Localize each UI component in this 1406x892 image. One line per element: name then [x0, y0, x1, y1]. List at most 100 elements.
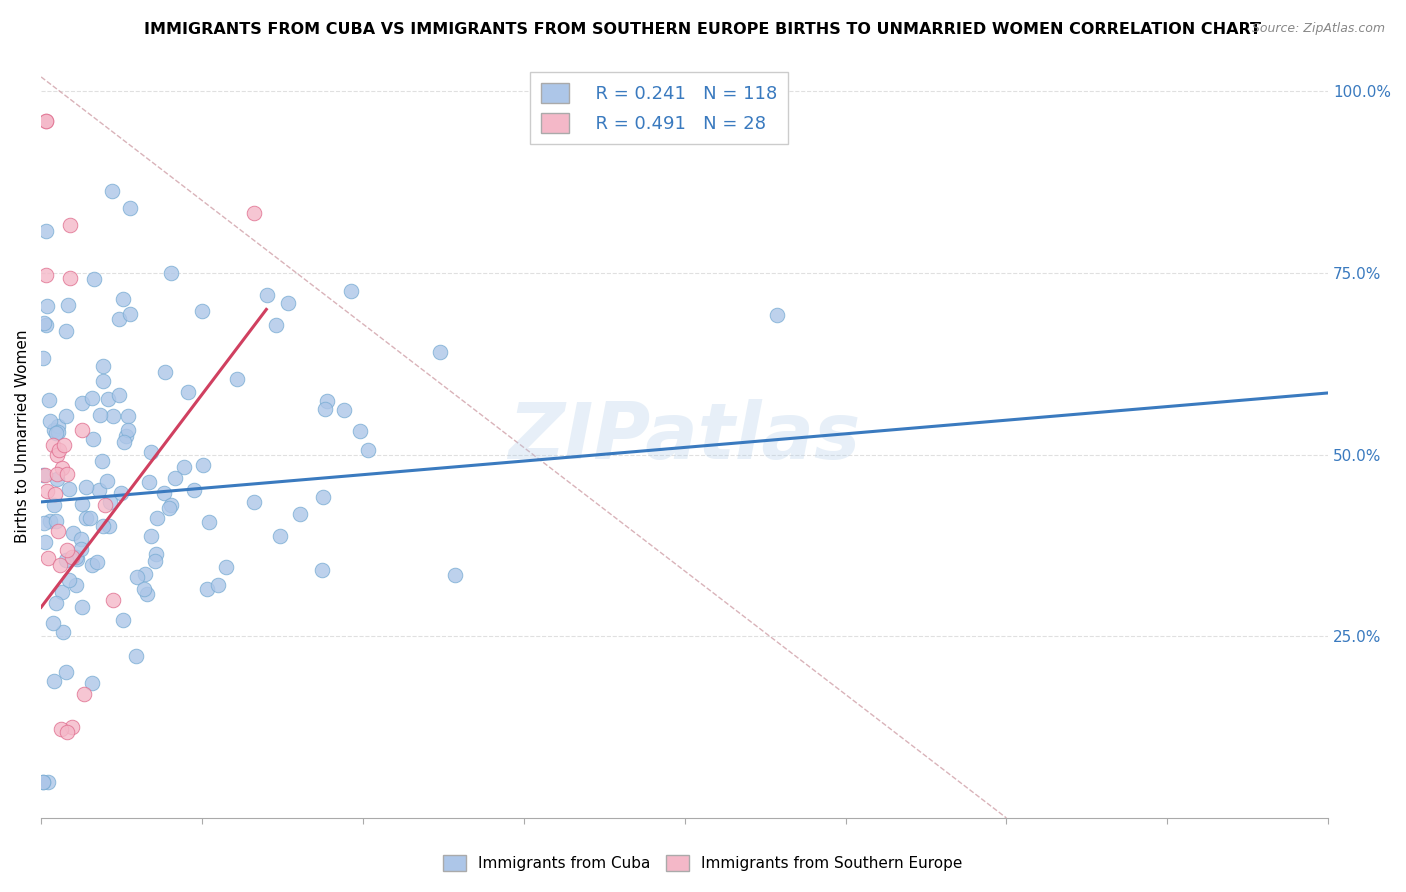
Point	[34, 224, 56, 238]
Legend:   R = 0.241   N = 118,   R = 0.491   N = 28: R = 0.241 N = 118, R = 0.491 N = 28	[530, 71, 787, 145]
Point	[70, 423, 93, 437]
Point	[277, 296, 299, 310]
Point	[44, 423, 66, 437]
Point	[94, 498, 117, 512]
Point	[56, 724, 79, 739]
Point	[145, 547, 167, 561]
Point	[195, 582, 218, 597]
Point	[34, 268, 56, 282]
Point	[60, 720, 83, 734]
Point	[34, 468, 56, 483]
Point	[165, 471, 187, 485]
Point	[49, 558, 72, 572]
Point	[117, 409, 139, 424]
Point	[44, 487, 66, 501]
Point	[62, 525, 84, 540]
Point	[311, 563, 333, 577]
Point	[138, 475, 160, 489]
Point	[120, 201, 142, 215]
Point	[120, 307, 142, 321]
Point	[193, 458, 215, 473]
Point	[70, 600, 93, 615]
Point	[31, 351, 53, 365]
Point	[65, 550, 87, 565]
Point	[45, 596, 67, 610]
Point	[333, 402, 356, 417]
Point	[60, 549, 83, 564]
Point	[349, 424, 371, 438]
Point	[66, 552, 89, 566]
Point	[42, 673, 65, 688]
Point	[51, 461, 73, 475]
Point	[72, 687, 94, 701]
Point	[82, 432, 104, 446]
Point	[110, 485, 132, 500]
Point	[269, 529, 291, 543]
Point	[59, 218, 82, 232]
Point	[91, 518, 114, 533]
Point	[70, 497, 93, 511]
Point	[143, 554, 166, 568]
Point	[111, 293, 134, 307]
Y-axis label: Births to Unmarried Women: Births to Unmarried Women	[15, 330, 30, 543]
Point	[52, 625, 75, 640]
Point	[55, 553, 77, 567]
Point	[160, 499, 183, 513]
Point	[70, 532, 93, 546]
Point	[45, 425, 67, 440]
Point	[75, 511, 97, 525]
Point	[100, 494, 122, 508]
Point	[108, 312, 131, 326]
Point	[312, 491, 335, 505]
Point	[39, 414, 62, 428]
Point	[69, 541, 91, 556]
Point	[32, 316, 55, 330]
Point	[37, 774, 59, 789]
Point	[79, 511, 101, 525]
Point	[112, 435, 135, 450]
Point	[37, 550, 59, 565]
Point	[51, 723, 73, 737]
Point	[35, 318, 58, 332]
Point	[103, 409, 125, 423]
Point	[80, 391, 103, 405]
Point	[41, 438, 63, 452]
Point	[191, 303, 214, 318]
Point	[58, 483, 80, 497]
Point	[37, 484, 59, 499]
Point	[198, 515, 221, 529]
Point	[38, 392, 60, 407]
Point	[176, 384, 198, 399]
Point	[82, 558, 104, 573]
Point	[157, 501, 180, 516]
Point	[242, 205, 264, 219]
Point	[225, 372, 247, 386]
Point	[103, 593, 125, 607]
Point	[108, 388, 131, 402]
Point	[134, 567, 156, 582]
Point	[153, 486, 176, 500]
Point	[58, 573, 80, 587]
Point	[139, 445, 162, 459]
Text: Source: ZipAtlas.com: Source: ZipAtlas.com	[1251, 22, 1385, 36]
Point	[55, 409, 77, 423]
Point	[59, 270, 82, 285]
Text: ZIPatlas: ZIPatlas	[509, 399, 860, 475]
Point	[315, 394, 337, 409]
Point	[45, 515, 67, 529]
Point	[31, 468, 53, 483]
Point	[65, 578, 87, 592]
Point	[83, 271, 105, 285]
Point	[35, 113, 58, 128]
Point	[429, 345, 451, 359]
Point	[91, 375, 114, 389]
Point	[48, 442, 70, 457]
Point	[75, 480, 97, 494]
Point	[55, 665, 77, 679]
Point	[96, 475, 118, 489]
Point	[115, 428, 138, 442]
Point	[215, 559, 238, 574]
Point	[91, 454, 114, 468]
Point	[55, 324, 77, 338]
Point	[56, 298, 79, 312]
